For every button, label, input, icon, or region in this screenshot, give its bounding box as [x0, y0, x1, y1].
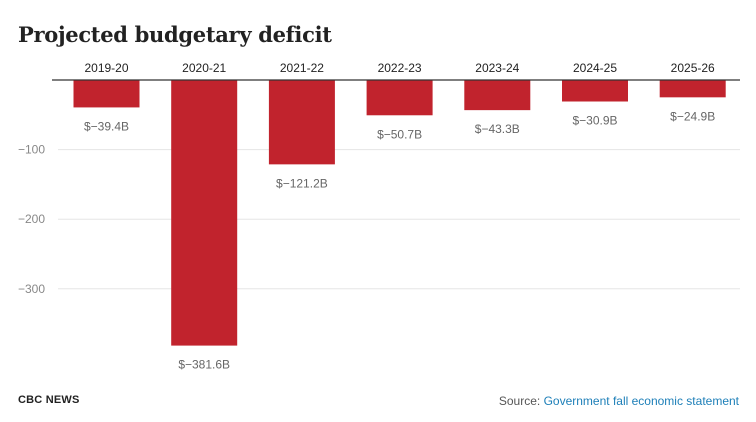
- y-tick-label: −100: [18, 143, 45, 157]
- y-tick-label: −300: [18, 282, 45, 296]
- bar: [464, 80, 531, 111]
- source-link[interactable]: Government fall economic statement: [543, 394, 739, 408]
- data-label: $−39.4B: [84, 119, 129, 133]
- bar: [659, 80, 726, 98]
- bar: [171, 80, 238, 346]
- data-label: $−50.7B: [377, 127, 422, 141]
- x-tick-label: 2019-20: [84, 61, 128, 75]
- brand-logo: CBC NEWS: [18, 394, 80, 406]
- data-label: $−30.9B: [572, 114, 617, 128]
- x-tick-label: 2021-22: [280, 61, 324, 75]
- bar: [73, 80, 140, 108]
- bar: [268, 80, 335, 165]
- x-tick-label: 2023-24: [475, 61, 519, 75]
- data-label: $−24.9B: [670, 109, 715, 123]
- chart-title: Projected budgetary deficit: [18, 22, 332, 47]
- source-note: Source: Government fall economic stateme…: [499, 394, 739, 408]
- data-label: $−381.6B: [178, 358, 230, 372]
- x-tick-label: 2020-21: [182, 61, 226, 75]
- source-prefix: Source:: [498, 394, 541, 408]
- data-label: $−121.2B: [276, 176, 328, 190]
- x-tick-label: 2022-23: [378, 61, 422, 75]
- bar: [366, 80, 433, 116]
- data-label: $−43.3B: [475, 122, 520, 136]
- x-tick-label: 2024-25: [573, 61, 617, 75]
- y-tick-label: −200: [18, 212, 45, 226]
- bar: [562, 80, 628, 102]
- x-tick-label: 2025-26: [671, 61, 715, 75]
